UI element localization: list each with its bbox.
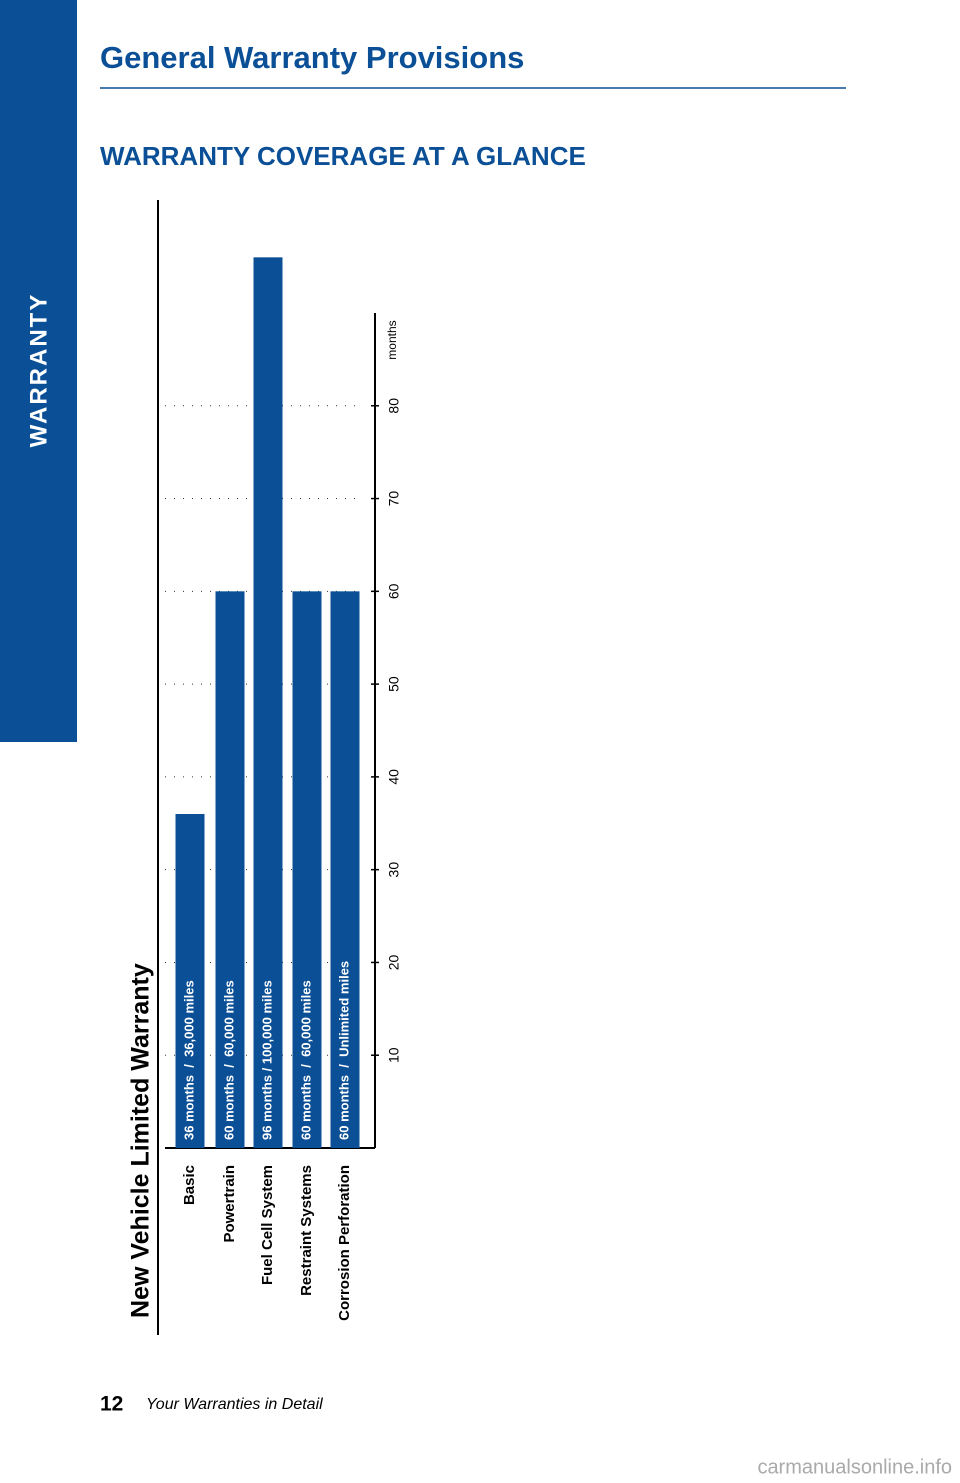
- category-label: Restraint Systems: [298, 1165, 315, 1296]
- bar: [215, 591, 245, 1148]
- page-title: General Warranty Provisions: [100, 40, 524, 75]
- section-title: WARRANTY COVERAGE AT A GLANCE: [100, 141, 586, 171]
- sidebar-tab: [0, 0, 77, 742]
- bar: [292, 591, 322, 1148]
- bar: [175, 814, 205, 1148]
- watermark: carmanualsonline.info: [757, 1456, 952, 1478]
- value-label: 60 months / 60,000 miles: [298, 980, 313, 1140]
- bar: [330, 591, 360, 1148]
- y-tick-label: 70: [386, 491, 402, 507]
- y-tick-label: 20: [386, 954, 402, 970]
- value-label: 60 months / 60,000 miles: [221, 980, 236, 1140]
- page-number: 12: [100, 1393, 123, 1416]
- value-label: 36 months / 36,000 miles: [181, 980, 196, 1140]
- sidebar-label: WARRANTY: [25, 293, 52, 448]
- category-label: Corrosion Perforation: [336, 1165, 353, 1321]
- value-label: 60 months / Unlimited miles: [336, 961, 351, 1140]
- category-label: Powertrain: [221, 1165, 238, 1243]
- bar: [253, 257, 283, 1148]
- y-tick-label: 60: [386, 583, 402, 599]
- category-label: Fuel Cell System: [259, 1165, 276, 1285]
- y-tick-label: 30: [386, 862, 402, 878]
- footer-text: Your Warranties in Detail: [146, 1396, 323, 1413]
- y-tick-label: 50: [386, 676, 402, 692]
- y-tick-label: 10: [386, 1047, 402, 1063]
- chart: New Vehicle Limited Warranty 10 20 30 40 50 6…: [127, 200, 402, 1335]
- y-tick-label: 80: [386, 398, 402, 414]
- value-label: 96 months / 100,000 miles: [259, 980, 274, 1140]
- chart-title: New Vehicle Limited Warranty: [127, 963, 155, 1318]
- y-tick-label: 40: [386, 769, 402, 785]
- y-axis-label: months: [385, 320, 399, 359]
- category-label: Basic: [181, 1165, 198, 1205]
